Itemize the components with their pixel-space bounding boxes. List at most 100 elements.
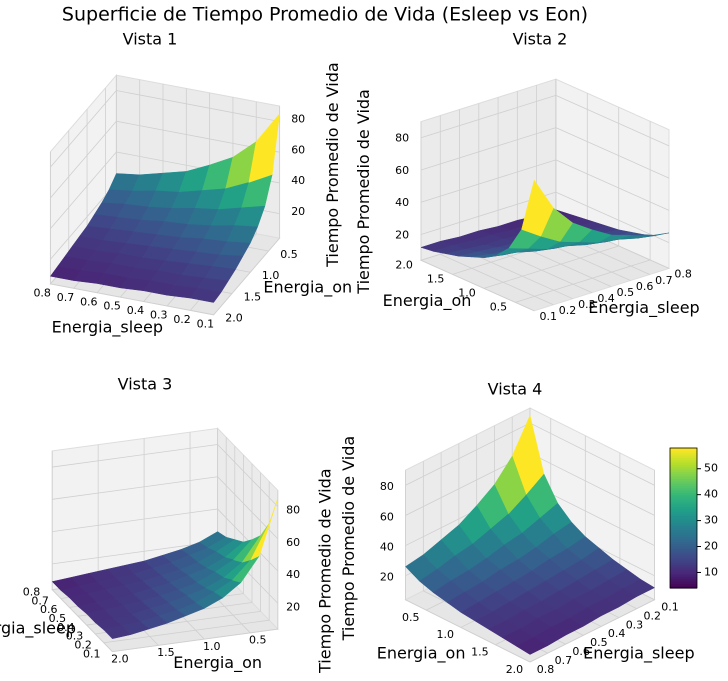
grid-line bbox=[420, 127, 556, 171]
x-tick-label: 0.7 bbox=[31, 594, 49, 607]
z-tick-label: 60 bbox=[395, 164, 409, 177]
grid-line bbox=[555, 191, 670, 243]
grid-line bbox=[515, 259, 651, 303]
z-tick-label: 60 bbox=[291, 143, 305, 156]
z-axis-label: Tiempo Promedio de Vida bbox=[339, 436, 358, 642]
x-tick-label: 0.2 bbox=[643, 609, 661, 622]
y-axis-label: Energia_on bbox=[377, 644, 466, 664]
x-tick-label: 0.1 bbox=[661, 601, 679, 614]
grid-line bbox=[405, 422, 531, 486]
z-tick-label: 20 bbox=[286, 600, 300, 613]
colorbar-segment bbox=[670, 578, 697, 582]
x-tick-label: 0.8 bbox=[23, 585, 41, 598]
colorbar-segment bbox=[670, 520, 697, 524]
colorbar-segment bbox=[670, 536, 697, 540]
z-tick-label: 60 bbox=[286, 536, 300, 549]
z-tick-label: 20 bbox=[291, 205, 305, 218]
x-tick-label: 0.6 bbox=[572, 645, 590, 658]
x-tick-label: 0.7 bbox=[555, 654, 573, 667]
colorbar-segment bbox=[670, 574, 697, 577]
y-tick-label: 2.0 bbox=[225, 312, 243, 325]
colorbar-segment bbox=[670, 448, 697, 451]
x-tick-label: 0.4 bbox=[127, 304, 145, 317]
colorbar-segment bbox=[670, 529, 697, 533]
colorbar-segment bbox=[670, 483, 697, 486]
surface-face bbox=[248, 112, 280, 183]
colorbar-segment bbox=[670, 494, 697, 498]
colorbar-segment bbox=[670, 583, 697, 587]
grid-line bbox=[555, 94, 670, 147]
z-tick-label: 40 bbox=[291, 174, 305, 187]
z-axis-label: Tiempo Promedio de Vida bbox=[323, 62, 342, 268]
z-axis-label: Tiempo Promedio de Vida bbox=[315, 468, 334, 674]
colorbar-segment bbox=[670, 506, 697, 510]
grid-line bbox=[50, 151, 117, 229]
surface-face bbox=[103, 625, 132, 639]
figure-title: Superficie de Tiempo Promedio de Vida (E… bbox=[62, 4, 588, 26]
x-tick-label: 0.3 bbox=[578, 298, 596, 311]
x-tick-label: 0.6 bbox=[80, 295, 98, 308]
z-tick-label: 20 bbox=[380, 571, 394, 584]
y-tick-label: 0.5 bbox=[249, 634, 267, 647]
x-tick-label: 0.4 bbox=[608, 627, 626, 640]
colorbar-segment bbox=[670, 555, 697, 559]
z-tick-label: 20 bbox=[395, 228, 409, 241]
grid-line bbox=[50, 182, 117, 260]
x-tick-label: 0.4 bbox=[597, 292, 615, 305]
colorbar-segment bbox=[670, 487, 697, 491]
grid-line bbox=[217, 508, 279, 572]
x-axis-label: Energia_sleep bbox=[52, 318, 163, 338]
colorbar-segment bbox=[670, 525, 697, 528]
y-tick-label: 1.5 bbox=[471, 645, 489, 658]
colorbar-frame bbox=[669, 447, 698, 589]
colorbar-segment bbox=[670, 457, 697, 461]
colorbar-segment bbox=[670, 543, 697, 547]
colorbar-segment bbox=[670, 518, 697, 521]
x-tick-label: 0.6 bbox=[636, 280, 654, 293]
z-tick-label: 60 bbox=[380, 510, 394, 523]
x-tick-label: 0.5 bbox=[49, 612, 67, 625]
colorbar-segment bbox=[670, 504, 697, 507]
colorbar-segment bbox=[670, 550, 697, 554]
x-axis-label: Energia_sleep bbox=[583, 644, 694, 664]
grid-line bbox=[52, 444, 218, 468]
colorbar-segment bbox=[670, 501, 697, 505]
colorbar-segment bbox=[670, 469, 697, 472]
colorbar-tick-label: 40 bbox=[704, 488, 718, 501]
grid-line bbox=[217, 444, 279, 507]
grid-line bbox=[555, 127, 670, 179]
y-tick-label: 1.0 bbox=[437, 628, 455, 641]
colorbar-segment bbox=[670, 585, 697, 589]
colorbar-segment bbox=[670, 476, 697, 479]
colorbar-segment bbox=[670, 576, 697, 580]
x-tick-label: 0.2 bbox=[74, 639, 92, 652]
grid-line bbox=[420, 94, 556, 139]
colorbar-segment bbox=[670, 511, 697, 514]
z-tick-label: 40 bbox=[380, 540, 394, 553]
colorbar-segment bbox=[670, 571, 697, 575]
x-tick-label: 0.3 bbox=[66, 630, 84, 643]
grid-line bbox=[483, 245, 619, 289]
colorbar-segment bbox=[670, 462, 697, 465]
y-tick-label: 0.5 bbox=[402, 611, 420, 624]
colorbar-segment bbox=[670, 450, 697, 454]
y-tick-label: 1.5 bbox=[427, 273, 445, 286]
colorbar-segment bbox=[670, 485, 697, 489]
colorbar-segment bbox=[670, 515, 697, 519]
colorbar-segment bbox=[670, 499, 697, 503]
x-tick-label: 0.2 bbox=[559, 304, 577, 317]
colorbar-segment bbox=[670, 548, 697, 552]
z-tick-label: 80 bbox=[395, 131, 409, 144]
z-tick-label: 80 bbox=[286, 504, 300, 517]
colorbar-segment bbox=[670, 464, 697, 468]
x-tick-label: 0.7 bbox=[57, 291, 75, 304]
x-tick-label: 0.5 bbox=[103, 300, 121, 313]
colorbar-segment bbox=[670, 567, 697, 570]
colorbar-segment bbox=[670, 546, 697, 549]
colorbar-segment bbox=[670, 562, 697, 566]
y-axis-label: Energia_on bbox=[173, 653, 262, 673]
colorbar-segment bbox=[670, 581, 697, 584]
y-axis-label: Energia_on bbox=[263, 278, 352, 298]
y-tick-label: 0.5 bbox=[490, 301, 508, 314]
